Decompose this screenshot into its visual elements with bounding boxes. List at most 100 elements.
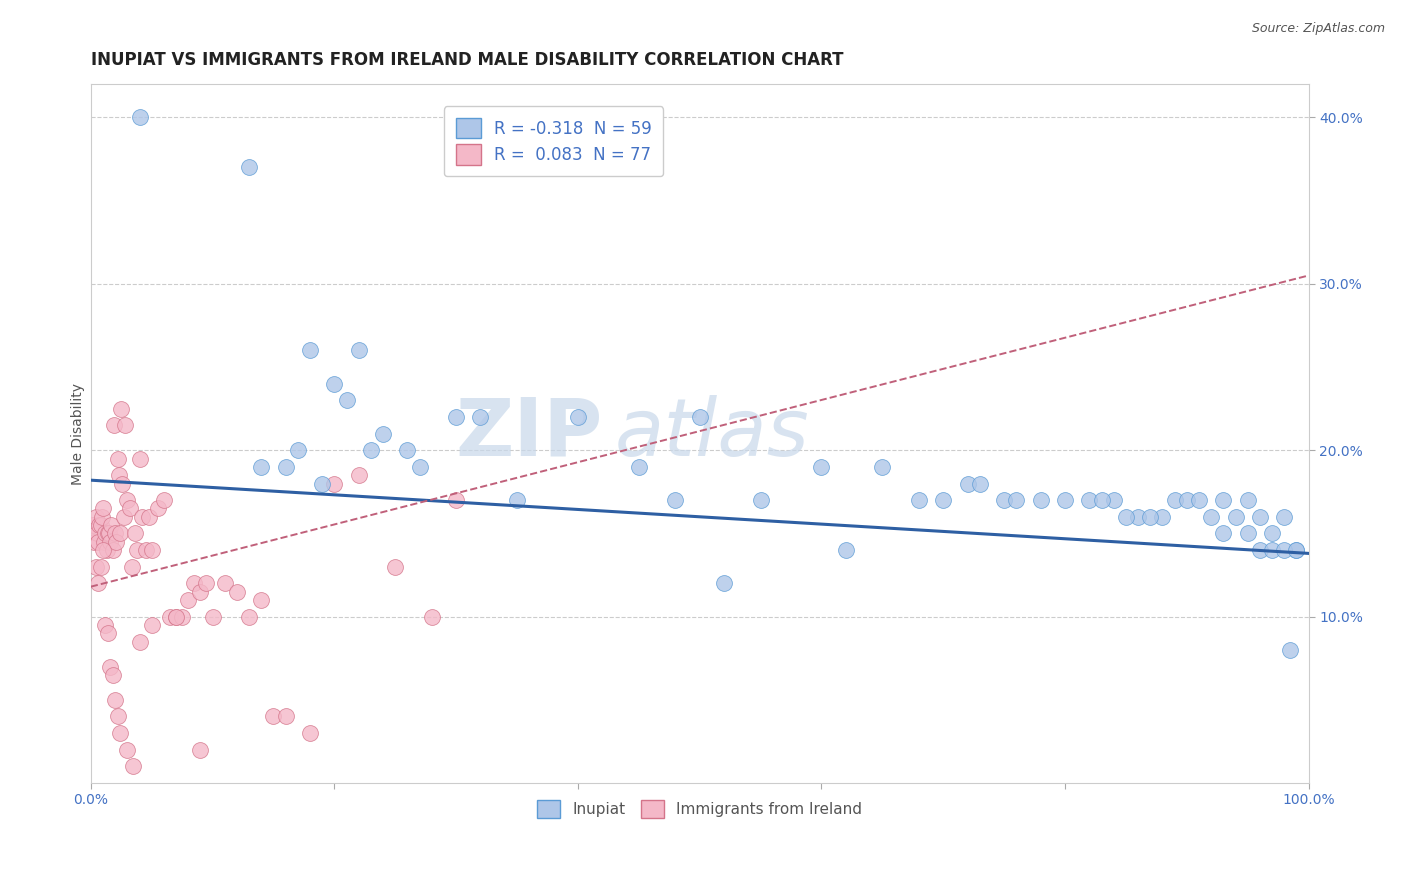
Point	[111, 476, 134, 491]
Point	[1102, 493, 1125, 508]
Point	[98, 534, 121, 549]
Point	[1261, 526, 1284, 541]
Point	[323, 476, 346, 491]
Point	[90, 518, 112, 533]
Point	[749, 493, 772, 508]
Point	[1175, 493, 1198, 508]
Point	[335, 393, 357, 408]
Point	[396, 443, 419, 458]
Point	[201, 609, 224, 624]
Point	[90, 509, 112, 524]
Point	[101, 543, 124, 558]
Point	[118, 501, 141, 516]
Point	[112, 509, 135, 524]
Point	[1261, 543, 1284, 558]
Point	[87, 576, 110, 591]
Point	[190, 743, 212, 757]
Point	[262, 709, 284, 723]
Legend: Inupiat, Immigrants from Ireland: Inupiat, Immigrants from Ireland	[531, 794, 868, 824]
Point	[323, 376, 346, 391]
Point	[108, 526, 131, 541]
Point	[506, 493, 529, 508]
Point	[932, 493, 955, 508]
Point	[103, 418, 125, 433]
Point	[107, 451, 129, 466]
Point	[250, 593, 273, 607]
Point	[250, 459, 273, 474]
Point	[87, 534, 110, 549]
Point	[664, 493, 686, 508]
Point	[110, 401, 132, 416]
Point	[135, 543, 157, 558]
Point	[420, 609, 443, 624]
Point	[94, 526, 117, 541]
Point	[122, 759, 145, 773]
Point	[94, 618, 117, 632]
Point	[908, 493, 931, 508]
Point	[104, 693, 127, 707]
Point	[1126, 509, 1149, 524]
Point	[114, 418, 136, 433]
Point	[1115, 509, 1137, 524]
Point	[93, 534, 115, 549]
Point	[689, 409, 711, 424]
Point	[100, 518, 122, 533]
Point	[195, 576, 218, 591]
Point	[125, 543, 148, 558]
Point	[83, 534, 105, 549]
Point	[146, 501, 169, 516]
Point	[141, 543, 163, 558]
Point	[165, 609, 187, 624]
Point	[91, 501, 114, 516]
Point	[1152, 509, 1174, 524]
Point	[84, 509, 107, 524]
Point	[98, 659, 121, 673]
Text: Source: ZipAtlas.com: Source: ZipAtlas.com	[1251, 22, 1385, 36]
Point	[107, 468, 129, 483]
Point	[567, 409, 589, 424]
Point	[153, 493, 176, 508]
Point	[165, 609, 187, 624]
Point	[311, 476, 333, 491]
Point	[713, 576, 735, 591]
Point	[993, 493, 1015, 508]
Point	[1078, 493, 1101, 508]
Point	[360, 443, 382, 458]
Point	[117, 743, 139, 757]
Text: ZIP: ZIP	[456, 394, 602, 473]
Point	[810, 459, 832, 474]
Point	[121, 559, 143, 574]
Point	[347, 468, 370, 483]
Point	[82, 518, 104, 533]
Point	[131, 509, 153, 524]
Point	[1212, 526, 1234, 541]
Point	[84, 559, 107, 574]
Point	[1279, 643, 1302, 657]
Point	[128, 451, 150, 466]
Point	[172, 609, 194, 624]
Point	[1090, 493, 1112, 508]
Point	[1005, 493, 1028, 508]
Point	[226, 584, 249, 599]
Point	[141, 618, 163, 632]
Point	[98, 526, 121, 541]
Point	[108, 726, 131, 740]
Point	[1188, 493, 1211, 508]
Point	[1225, 509, 1247, 524]
Y-axis label: Male Disability: Male Disability	[72, 383, 86, 484]
Text: atlas: atlas	[614, 394, 810, 473]
Point	[1212, 493, 1234, 508]
Point	[190, 584, 212, 599]
Point	[1199, 509, 1222, 524]
Point	[138, 509, 160, 524]
Point	[470, 409, 492, 424]
Point	[177, 593, 200, 607]
Point	[91, 543, 114, 558]
Text: INUPIAT VS IMMIGRANTS FROM IRELAND MALE DISABILITY CORRELATION CHART: INUPIAT VS IMMIGRANTS FROM IRELAND MALE …	[91, 51, 844, 69]
Point	[97, 626, 120, 640]
Point	[872, 459, 894, 474]
Point	[969, 476, 991, 491]
Point	[1249, 543, 1271, 558]
Point	[238, 161, 260, 175]
Point	[371, 426, 394, 441]
